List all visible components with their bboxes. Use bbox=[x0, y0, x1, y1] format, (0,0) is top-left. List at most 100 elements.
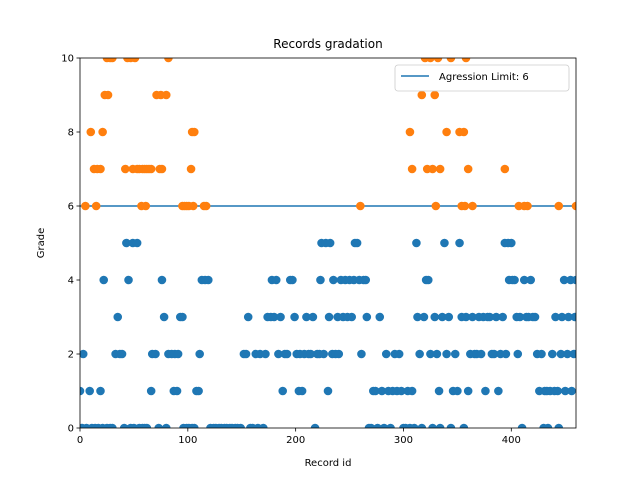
data-point-above-limit bbox=[103, 90, 113, 100]
data-point-below-limit bbox=[269, 312, 279, 322]
data-point-below-limit bbox=[282, 349, 292, 359]
data-point-above-limit bbox=[461, 58, 471, 63]
data-point-above-limit bbox=[430, 90, 440, 100]
plot-frame bbox=[79, 57, 577, 429]
data-point-below-limit bbox=[444, 312, 454, 322]
data-point-above-limit bbox=[157, 164, 167, 174]
data-point-below-limit bbox=[413, 312, 422, 322]
data-point-below-limit bbox=[178, 312, 187, 322]
data-point-below-limit bbox=[481, 386, 490, 396]
data-point-below-limit bbox=[379, 423, 389, 428]
data-point-above-limit bbox=[459, 127, 469, 137]
data-point-above-limit bbox=[428, 164, 437, 174]
data-point-below-limit bbox=[560, 386, 570, 396]
data-point-below-limit bbox=[290, 312, 299, 322]
x-axis-ticks: 0 100 200 300 400 bbox=[77, 428, 521, 446]
data-point-above-limit bbox=[442, 127, 451, 137]
data-point-below-limit bbox=[306, 349, 316, 359]
data-point-below-limit bbox=[119, 423, 129, 428]
x-tick-label: 0 bbox=[77, 435, 83, 446]
x-tick-label: 300 bbox=[394, 435, 413, 446]
data-point-below-limit bbox=[108, 423, 117, 428]
data-point-below-limit bbox=[450, 349, 460, 359]
data-point-below-limit bbox=[547, 349, 557, 359]
x-tick-label: 400 bbox=[502, 435, 521, 446]
data-point-below-limit bbox=[564, 312, 573, 322]
data-point-below-limit bbox=[554, 423, 564, 428]
y-tick-label: 8 bbox=[68, 128, 74, 139]
data-point-below-limit bbox=[377, 386, 387, 396]
data-point-below-limit bbox=[571, 275, 576, 285]
data-point-above-limit bbox=[188, 201, 198, 211]
data-point-below-limit bbox=[453, 386, 462, 396]
data-point-below-limit bbox=[419, 312, 429, 322]
data-point-below-limit bbox=[526, 275, 536, 285]
data-point-below-limit bbox=[394, 349, 404, 359]
data-point-below-limit bbox=[334, 349, 344, 359]
data-point-below-limit bbox=[236, 423, 245, 428]
data-point-below-limit bbox=[515, 312, 525, 322]
data-point-below-limit bbox=[442, 349, 451, 359]
data-point-above-limit bbox=[189, 127, 199, 137]
y-tick-label: 10 bbox=[61, 54, 74, 65]
data-point-below-limit bbox=[357, 349, 366, 359]
data-point-below-limit bbox=[461, 312, 471, 322]
data-point-below-limit bbox=[157, 275, 167, 285]
data-point-below-limit bbox=[570, 312, 576, 322]
data-point-below-limit bbox=[417, 423, 427, 428]
data-point-below-limit bbox=[261, 349, 270, 359]
data-point-below-limit bbox=[463, 386, 473, 396]
data-point-below-limit bbox=[278, 386, 288, 396]
data-point-below-limit bbox=[530, 312, 540, 322]
data-point-above-limit bbox=[164, 58, 173, 63]
data-point-below-limit bbox=[494, 386, 503, 396]
data-point-below-limit bbox=[361, 275, 371, 285]
data-point-above-limit bbox=[460, 201, 470, 211]
data-point-above-limit bbox=[91, 201, 101, 211]
data-point-below-limit bbox=[308, 312, 318, 322]
data-point-below-limit bbox=[551, 312, 560, 322]
data-point-above-limit bbox=[146, 164, 156, 174]
data-point-above-limit bbox=[554, 201, 564, 211]
data-point-below-limit bbox=[325, 238, 335, 248]
y-axis-label: Grade bbox=[36, 228, 47, 259]
data-point-below-limit bbox=[459, 423, 469, 428]
data-point-below-limit bbox=[407, 386, 417, 396]
data-point-below-limit bbox=[366, 423, 376, 428]
chart-title: Records gradation bbox=[273, 37, 382, 51]
data-point-below-limit bbox=[297, 386, 307, 396]
data-point-below-limit bbox=[468, 312, 477, 322]
data-point-above-limit bbox=[186, 164, 196, 174]
data-point-below-limit bbox=[347, 312, 357, 322]
data-point-above-limit bbox=[201, 201, 211, 211]
data-point-below-limit bbox=[489, 349, 499, 359]
data-point-above-limit bbox=[141, 201, 151, 211]
data-point-below-limit bbox=[455, 238, 464, 248]
data-point-below-limit bbox=[324, 312, 334, 322]
data-point-above-limit bbox=[500, 164, 510, 174]
data-point-below-limit bbox=[371, 386, 380, 396]
data-point-below-limit bbox=[243, 312, 253, 322]
data-point-below-limit bbox=[142, 423, 152, 428]
data-point-below-limit bbox=[159, 312, 169, 322]
y-tick-label: 0 bbox=[68, 424, 74, 435]
data-point-below-limit bbox=[498, 312, 507, 322]
data-point-above-limit bbox=[431, 201, 441, 211]
data-point-above-limit bbox=[108, 58, 117, 63]
data-point-below-limit bbox=[204, 275, 213, 285]
data-point-below-limit bbox=[485, 312, 495, 322]
data-point-below-limit bbox=[117, 349, 127, 359]
data-point-below-limit bbox=[373, 423, 382, 428]
data-point-below-limit bbox=[569, 349, 576, 359]
data-point-above-limit bbox=[468, 201, 477, 211]
data-point-below-limit bbox=[310, 423, 320, 428]
data-point-below-limit bbox=[271, 275, 281, 285]
data-point-above-limit bbox=[81, 201, 90, 211]
x-tick-label: 100 bbox=[178, 435, 197, 446]
data-point-above-limit bbox=[523, 201, 532, 211]
data-point-below-limit bbox=[288, 275, 297, 285]
data-point-above-limit bbox=[98, 127, 107, 137]
data-point-below-limit bbox=[435, 423, 445, 428]
legend-label: Agression Limit: 6 bbox=[439, 72, 529, 83]
data-point-below-limit bbox=[323, 386, 333, 396]
